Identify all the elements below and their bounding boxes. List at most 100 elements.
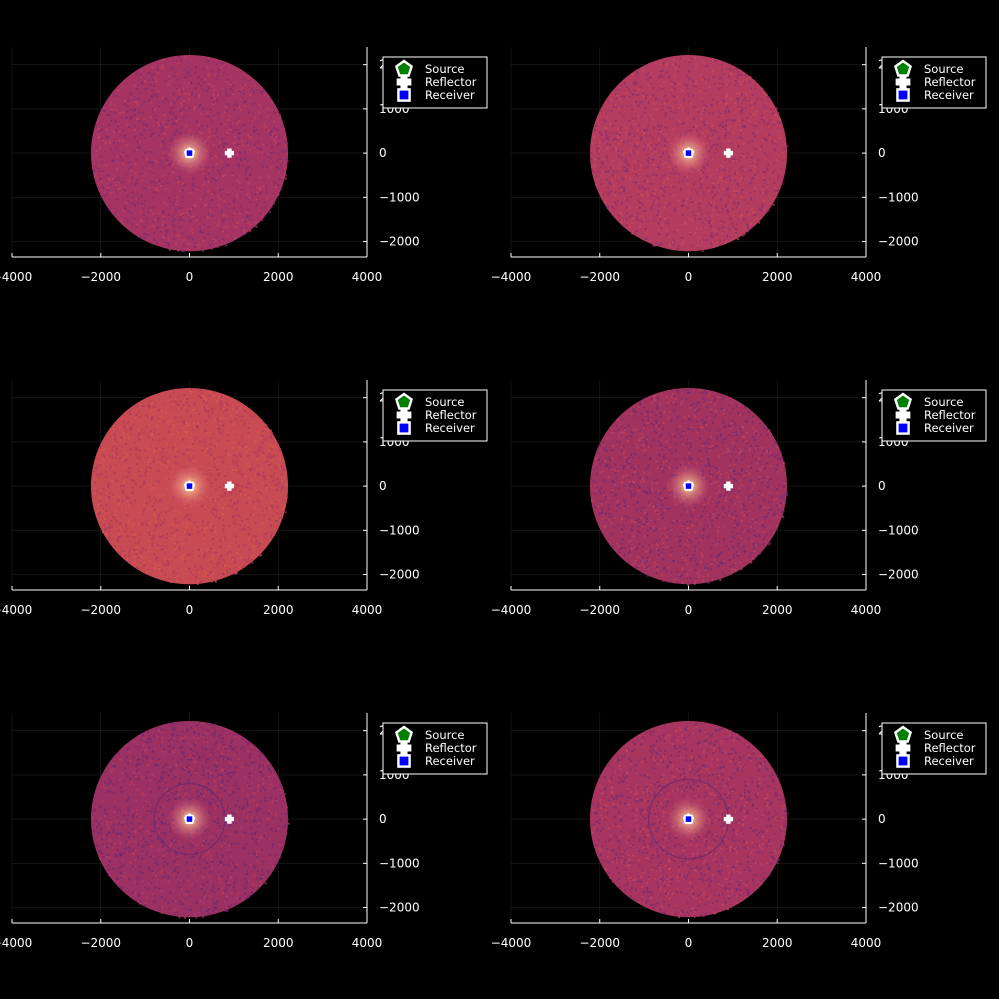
legend-label: Source [425,395,465,409]
y-tick-label: −1000 [379,523,420,537]
x-tick-label: −4000 [0,270,32,284]
legend-label: Receiver [425,88,475,102]
marker-reflector [723,481,734,491]
y-tick-label: 0 [878,812,886,826]
y-tick-label: −2000 [878,901,919,915]
legend-receiver-icon [397,754,411,768]
x-tick-label: −4000 [0,603,32,617]
legend-label: Reflector [924,741,976,755]
x-tick-label: 0 [685,603,693,617]
x-tick-label: 2000 [762,936,793,950]
x-tick-label: −2000 [579,936,620,950]
x-tick-label: −4000 [491,270,532,284]
legend-receiver-icon [896,88,910,102]
marker-reflector [224,481,234,491]
marker-receiver [185,148,194,158]
heatmap-speckle [92,55,289,253]
x-tick-label: 4000 [352,936,383,950]
legend-label: Receiver [924,754,974,768]
markers [183,147,234,158]
y-tick-label: −1000 [379,190,420,204]
y-tick-label: −2000 [878,568,919,582]
y-tick-label: −1000 [379,856,420,870]
x-tick-label: 2000 [762,603,793,617]
x-tick-label: 2000 [263,270,294,284]
legend-label: Source [924,728,964,742]
panel-4: −4000−2000020004000−2000−1000010002000So… [491,380,987,617]
marker-receiver [684,481,693,491]
x-tick-label: 0 [186,936,194,950]
markers [682,147,734,158]
y-tick-label: −2000 [878,235,919,249]
x-tick-label: −4000 [0,936,32,950]
panels: −4000−2000020004000−2000−1000010002000So… [0,47,987,950]
x-tick-label: 0 [186,270,194,284]
legend-label: Receiver [924,421,974,435]
legend-label: Source [924,62,964,76]
legend-label: Reflector [425,741,477,755]
panel-5: −4000−2000020004000−2000−1000010002000So… [0,713,488,950]
y-tick-label: −1000 [878,190,919,204]
legend-receiver-icon [397,88,411,102]
y-tick-label: −2000 [379,568,420,582]
x-tick-label: −4000 [491,936,532,950]
marker-receiver [684,814,693,824]
panel-1: −4000−2000020004000−2000−1000010002000So… [0,47,488,284]
x-tick-label: 4000 [851,270,882,284]
x-tick-label: −2000 [80,603,121,617]
y-tick-label: −1000 [878,856,919,870]
legend-label: Source [425,728,465,742]
x-tick-label: −2000 [80,270,121,284]
legend-label: Reflector [425,75,477,89]
y-tick-label: 0 [379,146,387,160]
legend-label: Source [924,395,964,409]
x-tick-label: 2000 [263,603,294,617]
legend-label: Receiver [425,754,475,768]
panel-2: −4000−2000020004000−2000−1000010002000So… [491,47,987,284]
markers [682,813,734,824]
x-tick-label: 2000 [263,936,294,950]
x-tick-label: −2000 [80,936,121,950]
markers [183,480,234,491]
heatmap-speckle [590,56,789,253]
marker-receiver [185,481,194,491]
y-tick-label: 0 [379,479,387,493]
x-tick-label: 4000 [851,936,882,950]
legend-receiver-icon [896,421,910,435]
y-tick-label: 0 [878,146,886,160]
x-tick-label: −2000 [579,603,620,617]
x-tick-label: −2000 [579,270,620,284]
y-tick-label: −2000 [379,901,420,915]
markers [682,480,734,491]
legend-label: Reflector [425,408,477,422]
legend-label: Receiver [425,421,475,435]
markers [183,813,234,824]
legend-label: Receiver [924,88,974,102]
marker-reflector [224,814,234,824]
legend-receiver-icon [896,754,910,768]
y-tick-label: 0 [379,812,387,826]
marker-reflector [224,148,234,158]
panel-6: −4000−2000020004000−2000−1000010002000So… [491,713,987,950]
x-tick-label: 2000 [762,270,793,284]
y-tick-label: 0 [878,479,886,493]
marker-receiver [185,814,194,824]
x-tick-label: 0 [685,936,693,950]
y-tick-label: −1000 [878,523,919,537]
legend-receiver-icon [397,421,411,435]
x-tick-label: 0 [186,603,194,617]
x-tick-label: 4000 [352,603,383,617]
x-tick-label: 0 [685,270,693,284]
heatmap-speckle [591,388,789,586]
marker-receiver [684,148,693,158]
x-tick-label: 4000 [352,270,383,284]
x-tick-label: −4000 [491,603,532,617]
marker-reflector [723,148,734,158]
panel-3: −4000−2000020004000−2000−1000010002000So… [0,380,488,617]
